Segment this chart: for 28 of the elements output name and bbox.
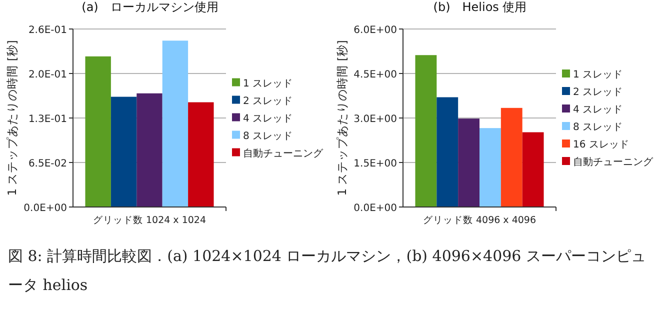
y-tick-label: 3.0E+00: [354, 114, 397, 125]
legend-label: 1 スレッド: [243, 78, 293, 90]
y-tick-label: 0.0E+00: [354, 203, 397, 214]
y-axis-title: 1 ステップあたりの時間 [秒]: [5, 40, 19, 196]
legend-label: 自動チューニング: [573, 156, 654, 168]
legend-label: 2 スレッド: [243, 96, 293, 107]
legend-label: 8 スレッド: [573, 122, 623, 133]
y-tick-label: 0.0E+00: [24, 203, 67, 214]
legend-label: 1 スレッド: [573, 70, 623, 80]
legend-label: 8 スレッド: [243, 130, 293, 142]
x-axis-title: グリッド数 1024 x 1024: [92, 215, 206, 226]
chart-title: (a) ローカルマシン使用: [82, 0, 218, 14]
legend-label: 2 スレッド: [573, 87, 623, 98]
caption: 図 8: 計算時間比較図．(a) 1024×1024 ローカルマシン，(b) 4096×4096 スーパーコンピュータ helios: [8, 246, 647, 296]
legend-label: 自動チューニング: [243, 147, 324, 160]
legend-label: 4 スレッド: [243, 113, 293, 124]
y-tick-label: 4.5E+00: [354, 70, 397, 80]
y-axis-title: 1 ステップあたりの時間 [秒]: [335, 40, 349, 196]
x-axis-title: グリッド数 4096 x 4096: [422, 215, 536, 226]
legend-label: 16 スレッド: [573, 140, 629, 150]
chart-title: (b) Helios 使用: [433, 0, 527, 14]
y-tick-label: 6.0E+00: [354, 25, 397, 36]
y-tick-label: 6.5E-02: [28, 158, 67, 170]
legend-label: 4 スレッド: [573, 104, 623, 116]
y-tick-label: 1.5E+00: [354, 158, 397, 170]
y-tick-label: 2.6E-01: [28, 25, 67, 36]
y-tick-label: 2.0E-01: [28, 70, 67, 80]
y-tick-label: 1.3E-01: [28, 114, 67, 125]
